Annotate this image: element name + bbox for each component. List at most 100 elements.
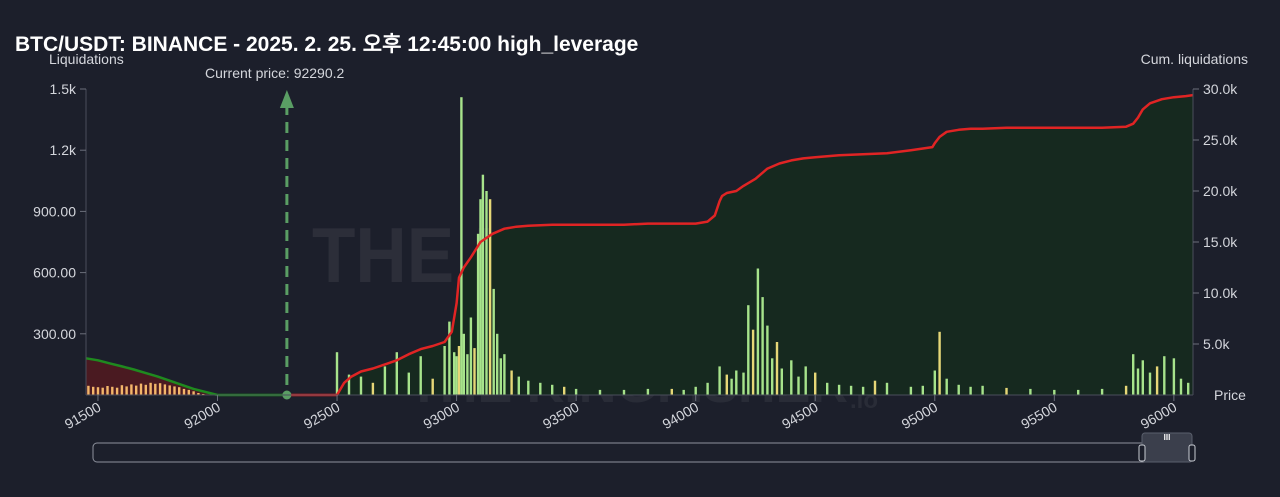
long-liquidation-bar (1187, 382, 1190, 395)
long-liquidation-bar (574, 388, 578, 395)
y2-tick-label: 20.0k (1203, 183, 1238, 199)
short-liquidation-bar (182, 388, 186, 395)
long-liquidation-bar (503, 354, 506, 395)
long-liquidation-bar (419, 356, 422, 395)
long-liquidation-bar (735, 370, 738, 395)
long-liquidation-bar (1163, 356, 1166, 395)
long-liquidation-bar (407, 372, 410, 395)
short-cumulative-line (85, 357, 287, 397)
short-liquidation-bar (92, 386, 95, 395)
long-liquidation-bar (1124, 385, 1128, 395)
short-liquidation-bar (111, 386, 114, 395)
cumulative-area-layer (86, 95, 1193, 395)
long-liquidation-bar (873, 380, 877, 395)
x-tick-label: 95500 (1018, 399, 1060, 432)
scrollbar-right-handle[interactable] (1188, 444, 1196, 462)
x-tick-label: 92000 (181, 399, 223, 432)
long-liquidation-bar (849, 385, 853, 395)
long-liquidation-bar (457, 346, 461, 395)
x-tick-label: 92500 (301, 399, 343, 432)
short-liquidation-bar (168, 385, 171, 395)
long-liquidation-bar (761, 297, 764, 395)
long-liquidation-bar (517, 376, 520, 395)
y2-tick-label: 10.0k (1203, 285, 1238, 301)
range-scrollbar[interactable]: III (92, 432, 1196, 463)
long-liquidation-bar (969, 386, 972, 395)
long-liquidation-bar (598, 389, 602, 395)
long-liquidation-bar (670, 388, 673, 395)
long-liquidation-bar (1053, 389, 1056, 395)
y2-tick-label: 30.0k (1203, 81, 1238, 97)
long-liquidation-bar (510, 370, 513, 395)
long-liquidation-bar (1100, 388, 1104, 395)
long-liquidation-bar (1005, 387, 1008, 395)
y2-tick-label: 25.0k (1203, 132, 1238, 148)
long-liquidation-bar (933, 370, 936, 395)
x-tick-label: 95000 (899, 399, 941, 432)
y2-tick-label: 5.0k (1203, 336, 1230, 352)
short-liquidation-bar (120, 385, 124, 395)
short-liquidation-bar (187, 389, 190, 395)
long-liquidation-bar (335, 352, 339, 395)
long-liquidation-bar (479, 199, 482, 395)
short-liquidation-bar (192, 391, 195, 395)
long-liquidation-bar (1155, 366, 1159, 395)
long-liquidation-bar (359, 376, 363, 395)
current-price-marker: Current price: 92290.2 (205, 65, 345, 400)
long-liquidation-bar (460, 97, 463, 395)
long-liquidation-bar (448, 321, 451, 395)
short-liquidation-bar (96, 387, 100, 395)
scrollbar-track[interactable] (92, 442, 1194, 463)
short-liquidation-bar (139, 383, 143, 395)
long-liquidation-bar (1132, 354, 1135, 395)
long-liquidation-bar (909, 386, 913, 395)
long-liquidation-bar (539, 382, 542, 395)
long-liquidation-bar (751, 329, 755, 395)
long-liquidation-bar (383, 366, 387, 395)
long-liquidation-bar (837, 384, 841, 395)
long-liquidation-bar (747, 305, 750, 395)
long-liquidation-bar (730, 378, 733, 395)
long-liquidation-bar (371, 382, 375, 395)
short-liquidation-bar (197, 393, 200, 395)
long-liquidation-bar (861, 386, 865, 395)
short-liquidation-bar (125, 386, 128, 395)
short-liquidation-bar (178, 387, 181, 395)
chart-title: BTC/USDT: BINANCE - 2025. 2. 25. 오후 12:4… (15, 33, 639, 56)
long-liquidation-bar (885, 382, 889, 395)
long-liquidation-bar (499, 358, 502, 395)
current-price-arrow-icon (279, 90, 294, 108)
long-liquidation-bar (771, 358, 774, 395)
long-liquidation-bar (945, 378, 948, 395)
y-tick-label: 600.00 (33, 265, 76, 281)
short-liquidation-bar (158, 383, 162, 395)
long-liquidation-bar (780, 368, 783, 395)
long-liquidation-bar (481, 174, 485, 395)
long-liquidation-bar (563, 386, 566, 395)
y-tick-label: 1.2k (50, 142, 77, 158)
long-cumulative-line (286, 93, 1194, 397)
short-liquidation-bar (101, 387, 104, 395)
x-axis-label: Price (1214, 387, 1246, 403)
long-liquidation-bar (347, 374, 351, 395)
long-liquidation-bar (756, 268, 760, 395)
long-bars-layer (335, 97, 1190, 395)
scrollbar-grip-icon[interactable]: III (1164, 433, 1171, 442)
long-liquidation-bar (488, 199, 492, 395)
long-liquidation-bar (957, 384, 960, 395)
scrollbar-left-handle[interactable] (1138, 444, 1146, 462)
short-liquidation-bar (130, 384, 133, 395)
long-liquidation-bar (797, 376, 800, 395)
current-price-label: Current price: 92290.2 (205, 65, 345, 81)
long-liquidation-bar (473, 348, 476, 395)
short-liquidation-bar (135, 385, 138, 395)
long-liquidation-bar (742, 372, 745, 395)
long-liquidation-bar (476, 233, 480, 395)
long-liquidation-bar (718, 366, 721, 395)
long-liquidation-bar (682, 389, 685, 395)
y2-tick-label: 15.0k (1203, 234, 1238, 250)
short-bars-layer (87, 382, 205, 395)
x-tick-label: 96000 (1138, 399, 1180, 432)
y2-axis-label: Cum. liquidations (1141, 51, 1248, 67)
